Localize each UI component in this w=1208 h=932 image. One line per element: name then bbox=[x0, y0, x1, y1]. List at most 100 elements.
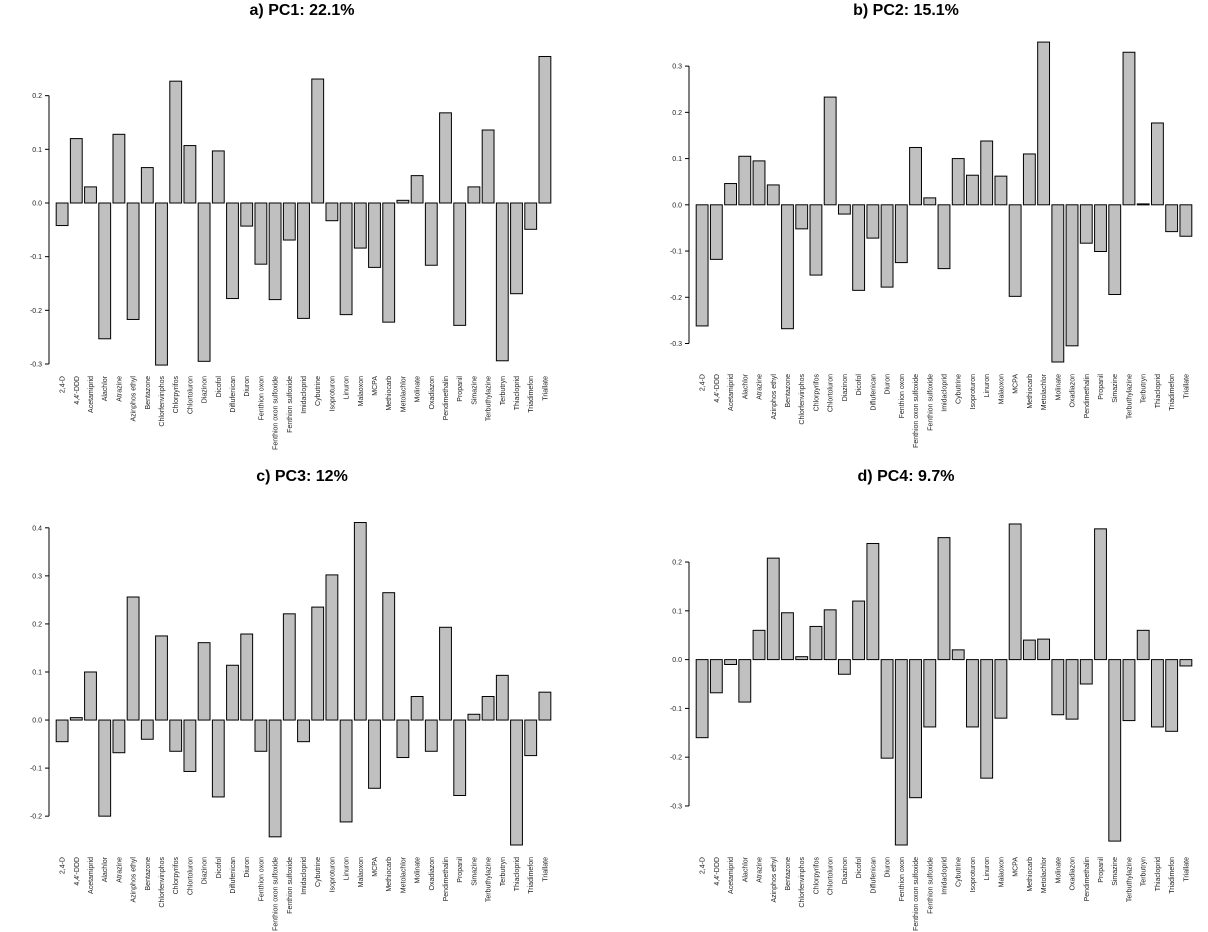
bar bbox=[467, 713, 481, 721]
bar bbox=[980, 659, 994, 779]
x-category-label: Alachlor bbox=[102, 375, 109, 401]
x-category-label: Imidacloprid bbox=[301, 376, 308, 414]
bar bbox=[183, 719, 197, 772]
y-tick-label: -0.2 bbox=[30, 308, 42, 315]
bar bbox=[311, 78, 325, 204]
x-category-label: Simazine bbox=[1112, 374, 1119, 403]
x-category-label: Dicofol bbox=[216, 857, 223, 879]
x-category-label: 4,4'-DDD bbox=[714, 857, 721, 886]
x-category-label: Chlorfenvinphos bbox=[799, 374, 806, 425]
x-category-label: Malaoxon bbox=[358, 376, 365, 406]
bar bbox=[368, 719, 381, 789]
x-category-label: Chlorpyrifos bbox=[173, 857, 180, 895]
x-category-label: Triadimefon bbox=[1169, 857, 1176, 894]
x-category-label: Azinphos ethyl bbox=[771, 857, 778, 903]
x-category-label: Fenthion oxon bbox=[258, 376, 265, 420]
x-category-label: Terbutryn bbox=[500, 857, 507, 886]
chart-pc1: a) PC1: 22.1% -0.3 -0.2 -0.1 0.0 0.1 0.2 2,4-D 4… bbox=[30, 2, 552, 450]
bar bbox=[495, 202, 509, 362]
bar bbox=[1079, 659, 1093, 685]
x-category-label: Thiacloprid bbox=[514, 376, 521, 410]
bar bbox=[410, 696, 424, 721]
bar bbox=[282, 202, 296, 241]
x-category-label: Alachlor bbox=[102, 856, 109, 882]
bar bbox=[1136, 629, 1150, 661]
bar bbox=[268, 202, 282, 301]
x-category-label: Isoproturon bbox=[329, 857, 336, 893]
chart-pc4: d) PC4: 9.7% -0.3 -0.2 -0.1 0.0 0.1 0.2 2,4-D 4,… bbox=[670, 468, 1193, 931]
bar bbox=[1094, 204, 1107, 252]
x-category-label: Linuron bbox=[984, 857, 991, 880]
x-category-label: Terbuthylazine bbox=[1126, 857, 1133, 902]
bar bbox=[439, 626, 452, 721]
bar bbox=[453, 719, 467, 796]
y-tick-label: 0.2 bbox=[32, 93, 42, 100]
bar bbox=[155, 635, 168, 721]
bar bbox=[325, 202, 339, 222]
bar bbox=[994, 175, 1008, 206]
bar bbox=[55, 202, 69, 227]
bar bbox=[410, 175, 424, 204]
x-category-label: Thiacloprid bbox=[1155, 857, 1162, 891]
bar bbox=[297, 202, 310, 319]
bar bbox=[481, 129, 495, 204]
x-category-label: Propanil bbox=[1098, 857, 1105, 883]
chart-pc3: c) PC3: 12% -0.2 -0.1 0.0 0.1 0.2 0.3 0.4 2,4-D 4… bbox=[30, 468, 552, 931]
bar bbox=[766, 557, 780, 661]
x-category-label: Triadimefon bbox=[528, 857, 535, 894]
x-category-label: Isoproturon bbox=[970, 374, 977, 410]
x-category-label: 2,4-D bbox=[700, 857, 707, 874]
x-category-label: 4,4'-DDD bbox=[714, 374, 721, 403]
bar bbox=[866, 204, 880, 239]
bar bbox=[1037, 41, 1051, 206]
bar bbox=[126, 202, 140, 320]
bar bbox=[1051, 204, 1065, 363]
bar bbox=[197, 642, 211, 721]
x-category-label: Methiocarb bbox=[1027, 857, 1034, 892]
bar bbox=[909, 659, 922, 799]
bar bbox=[169, 719, 183, 752]
bar bbox=[752, 160, 766, 206]
bar bbox=[980, 140, 994, 206]
x-category-label: Acetamiprid bbox=[88, 376, 95, 413]
bar bbox=[510, 202, 523, 295]
bar bbox=[495, 674, 509, 721]
bar bbox=[951, 158, 965, 206]
y-tick-label: 0.1 bbox=[32, 669, 42, 676]
x-category-label: Atrazine bbox=[116, 376, 123, 402]
x-category-label: Imidacloprid bbox=[942, 857, 949, 895]
y-tick-label: 0.2 bbox=[32, 621, 42, 628]
bar bbox=[937, 537, 951, 661]
bar bbox=[1108, 659, 1122, 842]
x-category-label: Triallate bbox=[542, 857, 549, 882]
x-category-label: Dicofol bbox=[856, 374, 863, 396]
x-category-label: MCPA bbox=[1013, 374, 1020, 394]
x-category-label: Chlortoluron bbox=[828, 374, 835, 412]
bar bbox=[1151, 122, 1164, 206]
y-tick-label: 0.0 bbox=[672, 657, 682, 664]
x-category-label: Diazinon bbox=[202, 857, 209, 884]
x-category-label: Fenthion sulfoxide bbox=[927, 374, 934, 431]
bar bbox=[1065, 659, 1079, 720]
x-category-label: Diazinon bbox=[842, 374, 849, 401]
x-category-label: Triallate bbox=[542, 376, 549, 401]
bar bbox=[1008, 523, 1022, 661]
bar bbox=[339, 719, 353, 823]
x-category-label: Atrazine bbox=[757, 374, 764, 400]
bar bbox=[311, 606, 325, 721]
bar bbox=[396, 199, 410, 204]
bar bbox=[738, 155, 752, 206]
bar bbox=[809, 204, 823, 276]
x-category-label: Diuron bbox=[885, 857, 892, 878]
bar bbox=[709, 659, 723, 694]
y-tick-label: -0.2 bbox=[30, 814, 42, 821]
x-category-label: Diflufenican bbox=[870, 857, 877, 894]
bar bbox=[966, 659, 979, 728]
x-category-label: Imidacloprid bbox=[942, 374, 949, 412]
x-category-label: Bentazone bbox=[145, 857, 152, 891]
x-category-label: Terbutryn bbox=[1141, 374, 1148, 403]
x-category-label: Pendimethalin bbox=[443, 857, 450, 901]
bar bbox=[709, 204, 723, 260]
x-category-label: Cybutrine bbox=[956, 857, 963, 887]
x-category-label: Bentazone bbox=[785, 857, 792, 891]
